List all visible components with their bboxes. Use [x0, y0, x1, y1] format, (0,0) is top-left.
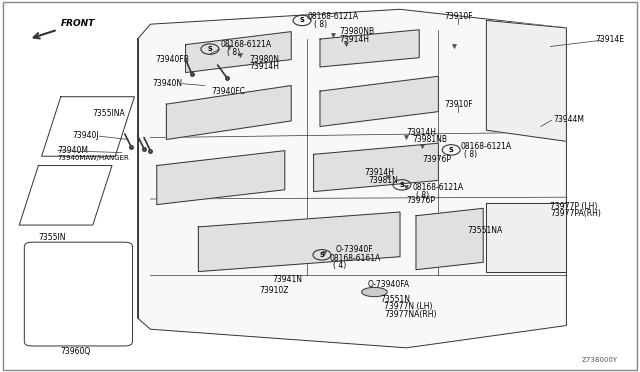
Text: 73940J: 73940J — [72, 131, 99, 140]
Text: ( 4): ( 4) — [333, 262, 346, 270]
Text: O-73940F: O-73940F — [336, 245, 374, 254]
Text: 73910Z: 73910Z — [259, 286, 289, 295]
Polygon shape — [486, 203, 566, 272]
Text: 73940M: 73940M — [58, 146, 88, 155]
Text: 73980NB: 73980NB — [339, 27, 374, 36]
Text: ( 8): ( 8) — [464, 150, 477, 159]
Text: 73981N: 73981N — [368, 176, 398, 185]
Text: Z738000Y: Z738000Y — [582, 357, 618, 363]
Polygon shape — [157, 151, 285, 205]
Text: 73977NA(RH): 73977NA(RH) — [384, 310, 436, 319]
Polygon shape — [320, 30, 419, 67]
Polygon shape — [138, 9, 566, 348]
Polygon shape — [314, 143, 438, 192]
Polygon shape — [320, 76, 438, 126]
Text: 73981NB: 73981NB — [413, 135, 448, 144]
Text: 73910F: 73910F — [445, 100, 474, 109]
Text: 73914H: 73914H — [406, 128, 436, 137]
Text: 73551N: 73551N — [381, 295, 411, 304]
Text: 73980N: 73980N — [250, 55, 280, 64]
Text: 73914H: 73914H — [365, 169, 395, 177]
Text: 73977PA(RH): 73977PA(RH) — [550, 209, 601, 218]
Text: 7355INA: 7355INA — [93, 109, 125, 118]
Text: 73977P (LH): 73977P (LH) — [550, 202, 598, 211]
FancyBboxPatch shape — [24, 242, 132, 346]
Text: 73941N: 73941N — [272, 275, 302, 283]
Text: S: S — [319, 252, 324, 258]
Text: 7355IN: 7355IN — [38, 232, 66, 241]
Text: FRONT: FRONT — [61, 19, 95, 28]
Text: S: S — [399, 182, 404, 188]
Text: 73976P: 73976P — [422, 155, 451, 164]
Text: 73940MAW/HANGER: 73940MAW/HANGER — [58, 155, 129, 161]
Text: 73914H: 73914H — [339, 35, 369, 44]
Polygon shape — [198, 212, 400, 272]
Text: 73944M: 73944M — [554, 115, 584, 124]
Text: 08168-6121A: 08168-6121A — [461, 142, 512, 151]
Text: 73551NA: 73551NA — [467, 226, 502, 235]
Text: 73910F: 73910F — [445, 12, 474, 21]
Text: 73960Q: 73960Q — [61, 347, 91, 356]
Polygon shape — [166, 86, 291, 140]
Text: S: S — [207, 46, 212, 52]
Ellipse shape — [504, 63, 540, 93]
Text: S: S — [300, 17, 305, 23]
Text: ( 8): ( 8) — [314, 20, 327, 29]
Text: 73914E: 73914E — [595, 35, 624, 44]
Text: 08168-6161A: 08168-6161A — [330, 254, 381, 263]
Text: 08168-6121A: 08168-6121A — [307, 12, 358, 21]
Text: S: S — [449, 147, 454, 153]
Text: 73940FC: 73940FC — [211, 87, 245, 96]
Text: 08168-6121A: 08168-6121A — [221, 40, 272, 49]
Text: 73976P: 73976P — [406, 196, 435, 205]
Text: ( 8): ( 8) — [416, 191, 429, 200]
Ellipse shape — [362, 287, 387, 297]
Polygon shape — [186, 32, 291, 73]
Polygon shape — [486, 20, 566, 141]
Text: 73914H: 73914H — [250, 62, 280, 71]
Text: 73977N (LH): 73977N (LH) — [384, 302, 433, 311]
Text: 08168-6121A: 08168-6121A — [413, 183, 464, 192]
Text: 73940FB: 73940FB — [155, 55, 189, 64]
Text: 73940N: 73940N — [152, 79, 182, 88]
Text: ( 8): ( 8) — [227, 48, 241, 57]
Text: O-73940FA: O-73940FA — [368, 280, 410, 289]
Polygon shape — [416, 208, 483, 270]
